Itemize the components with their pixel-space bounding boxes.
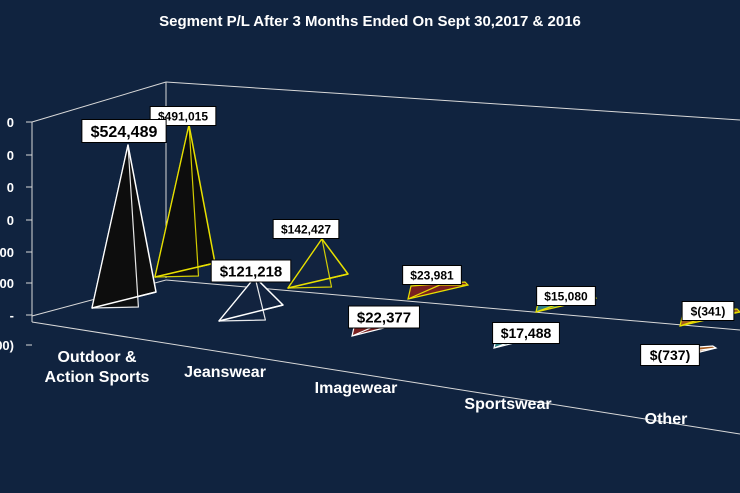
data-label: $22,377 [357,309,411,326]
category-label-line: Action Sports [45,369,150,386]
category-label-line: Outdoor & [57,349,137,366]
pyramid-back-1-base [287,273,349,289]
back-wall-top [165,81,740,121]
y-tick-label: 0 [7,148,14,163]
data-label-box [492,322,560,344]
data-label: $(341) [691,304,726,318]
data-labels: $491,015 $142,427 $23,981 $15,080 $(341) $524… [81,106,735,366]
data-label-box [402,265,462,285]
data-label: $23,981 [410,268,454,282]
pyramid-back-0-face [154,124,200,278]
data-label: $15,080 [544,289,588,303]
category-label-line: Other [645,411,688,428]
data-label-box [81,119,167,143]
data-label-box [536,286,596,306]
y-tick-label: - [10,308,14,323]
category-label: Sportswear [464,396,551,413]
data-label: $491,015 [158,109,208,123]
category-label: Jeanswear [184,364,266,381]
y-tick-label: 0 [7,180,14,195]
pyramid-back-1-face [287,238,333,289]
pyramid-back-2 [407,281,470,300]
y-tick-label: 0 [7,213,14,228]
category-label: Outdoor & Action Sports [45,349,150,386]
data-label: $(737) [650,347,690,363]
data-label-box [272,219,340,239]
data-label: $121,218 [220,263,283,280]
data-label: $524,489 [91,124,158,141]
y-tick-label: 00 [0,245,14,260]
data-label-box [210,259,292,283]
category-label: Other [645,411,688,428]
y-tick-label: 0 [7,115,14,130]
pyramid-front-1-face [218,276,266,322]
pyramid-front-1-base [218,304,284,322]
pyramid-front-0-base [91,291,157,309]
y-tick-label: 00 [0,276,14,291]
category-label: Imagewear [315,380,398,397]
category-label-line: Imagewear [315,380,398,397]
pyramid-back-0-base [154,262,216,278]
data-label: $17,488 [501,325,552,341]
category-label-line: Sportswear [464,396,551,413]
data-label-box [640,344,700,366]
y-tick-label: 00) [0,338,14,353]
pyramid-front-0-face [91,144,139,309]
data-label-box [681,301,735,321]
floor-front-edge [31,321,740,435]
chart-title: Segment P/L After 3 Months Ended On Sept… [159,13,581,30]
category-labels: Outdoor & Action Sports Jeanswear Imagewear… [45,349,688,428]
data-label-box [348,305,420,329]
wall-top-edge [31,81,167,123]
data-label: $142,427 [281,222,331,236]
category-label-line: Jeanswear [184,364,266,381]
